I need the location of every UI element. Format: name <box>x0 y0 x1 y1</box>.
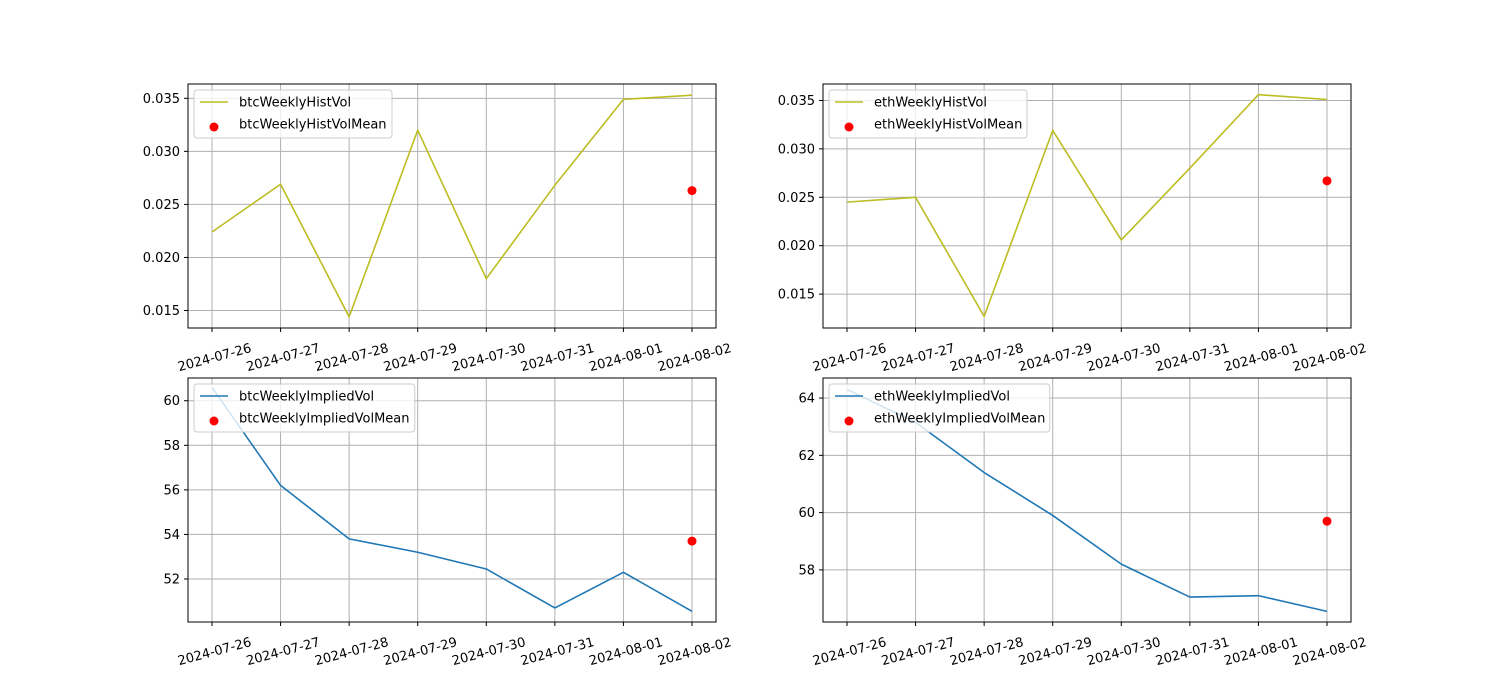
x-tick-label: 2024-08-02 <box>656 341 733 375</box>
x-tick-label: 2024-08-01 <box>588 341 665 375</box>
x-tick-label: 2024-07-26 <box>811 341 888 375</box>
y-tick-label: 0.030 <box>143 145 180 160</box>
x-tick-label: 2024-08-01 <box>588 635 665 669</box>
x-tick-label: 2024-07-31 <box>1154 635 1231 669</box>
x-tick-label: 2024-07-27 <box>880 341 957 375</box>
y-tick-label: 0.035 <box>143 92 180 107</box>
mean-point <box>1322 516 1332 526</box>
legend-dot-swatch <box>844 416 854 426</box>
y-tick-label: 0.015 <box>143 304 180 319</box>
legend-label: btcWeeklyHistVolMean <box>239 118 387 133</box>
x-tick-label: 2024-07-31 <box>1154 341 1231 375</box>
x-tick-label: 2024-08-02 <box>656 635 733 669</box>
x-tick-label: 2024-07-27 <box>880 635 957 669</box>
series-line <box>211 386 693 612</box>
x-tick-label: 2024-07-28 <box>313 635 390 669</box>
y-tick-label: 0.025 <box>143 198 180 213</box>
x-tick-label: 2024-07-31 <box>519 635 596 669</box>
y-tick-label: 54 <box>163 528 180 543</box>
legend-label: ethWeeklyImpliedVol <box>874 390 1010 405</box>
x-tick-label: 2024-07-29 <box>1017 341 1094 375</box>
x-tick-label: 2024-07-26 <box>176 341 253 375</box>
y-tick-label: 56 <box>163 483 180 498</box>
legend-box <box>193 383 416 433</box>
x-tick-label: 2024-07-28 <box>948 635 1025 669</box>
x-tick-label: 2024-07-28 <box>313 341 390 375</box>
chart-panel-3: 52 54 56 58 60 2024-07-262024-07-272024-07-28… <box>163 377 733 669</box>
mean-point <box>1322 176 1332 186</box>
chart-panel-1: 0.0150.0200.0250.0300.0352024-07-262024-… <box>143 83 733 375</box>
mean-point <box>687 536 697 546</box>
series-line <box>846 93 1328 318</box>
legend-label: ethWeeklyImpliedVolMean <box>874 412 1045 427</box>
x-tick-label: 2024-07-30 <box>451 635 528 669</box>
y-tick-label: 64 <box>798 392 815 407</box>
axes-frame <box>187 83 717 329</box>
legend-dot-swatch <box>209 416 219 426</box>
legend-box <box>828 89 1028 139</box>
x-tick-label: 2024-07-31 <box>519 341 596 375</box>
x-tick-label: 2024-07-30 <box>1086 635 1163 669</box>
y-tick-label: 60 <box>163 394 180 409</box>
x-tick-label: 2024-07-28 <box>948 341 1025 375</box>
legend-label: btcWeeklyImpliedVolMean <box>239 412 410 427</box>
y-tick-label: 0.020 <box>778 239 815 254</box>
y-tick-label: 58 <box>798 563 815 578</box>
x-tick-label: 2024-07-26 <box>176 635 253 669</box>
y-tick-label: 60 <box>798 506 815 521</box>
x-tick-label: 2024-07-29 <box>382 635 459 669</box>
axes-frame <box>187 377 717 623</box>
x-tick-label: 2024-07-29 <box>382 341 459 375</box>
x-tick-label: 2024-07-30 <box>1086 341 1163 375</box>
x-tick-label: 2024-08-02 <box>1291 341 1368 375</box>
y-tick-label: 58 <box>163 439 180 454</box>
legend: btcWeeklyImpliedVol btcWeeklyImpliedVolMe… <box>193 383 416 433</box>
y-tick-label: 62 <box>798 449 815 464</box>
y-tick-label: 52 <box>163 572 180 587</box>
x-tick-label: 2024-07-27 <box>245 341 322 375</box>
chart-panel-2: 0.0150.0200.0250.0300.0352024-07-262024-… <box>778 83 1368 375</box>
y-tick-label: 0.015 <box>778 288 815 303</box>
chart-panel-4: 586062642024-07-262024-07-272024-07-2820… <box>798 377 1368 669</box>
x-tick-label: 2024-08-02 <box>1291 635 1368 669</box>
axes-frame <box>822 83 1352 329</box>
legend: btcWeeklyHistVol btcWeeklyHistVolMean <box>193 89 393 139</box>
legend-box <box>828 383 1051 433</box>
legend-dot-swatch <box>844 122 854 132</box>
x-tick-label: 2024-08-01 <box>1223 635 1300 669</box>
legend-dot-swatch <box>209 122 219 132</box>
axes-frame <box>822 377 1352 623</box>
legend: ethWeeklyHistVol ethWeeklyHistVolMean <box>828 89 1028 139</box>
series-line <box>211 94 693 318</box>
legend-label: ethWeeklyHistVol <box>874 96 987 111</box>
x-tick-label: 2024-07-27 <box>245 635 322 669</box>
y-tick-label: 0.030 <box>778 142 815 157</box>
legend-label: btcWeeklyHistVol <box>239 96 351 111</box>
legend-label: ethWeeklyHistVolMean <box>874 118 1022 133</box>
y-tick-label: 0.025 <box>778 191 815 206</box>
legend: ethWeeklyImpliedVol ethWeeklyImpliedVolMe… <box>828 383 1051 433</box>
mean-point <box>687 186 697 196</box>
y-tick-label: 0.035 <box>778 94 815 109</box>
legend-label: btcWeeklyImpliedVol <box>239 390 374 405</box>
x-tick-label: 2024-07-30 <box>451 341 528 375</box>
y-tick-label: 0.020 <box>143 251 180 266</box>
x-tick-label: 2024-07-29 <box>1017 635 1094 669</box>
x-tick-label: 2024-08-01 <box>1223 341 1300 375</box>
x-tick-label: 2024-07-26 <box>811 635 888 669</box>
legend-box <box>193 89 393 139</box>
